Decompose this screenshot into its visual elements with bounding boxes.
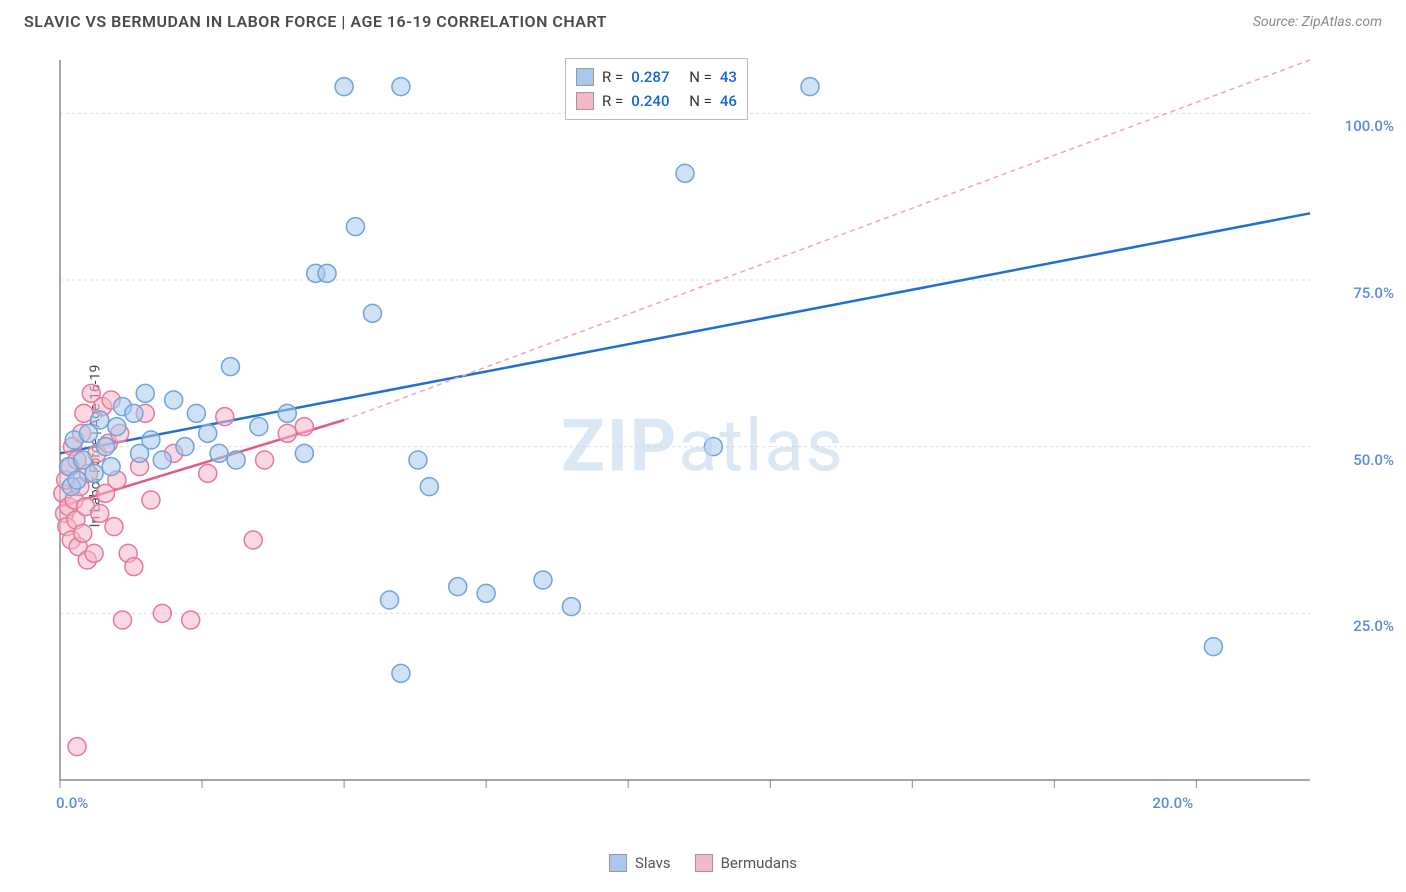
stats-r-value: 0.240 — [631, 89, 669, 113]
stats-n-value: 46 — [720, 89, 737, 113]
stats-n-value: 43 — [720, 65, 737, 89]
chart-svg — [50, 50, 1380, 830]
y-tick-label: 100.0% — [1345, 117, 1394, 135]
stats-n-label: N = — [689, 89, 712, 113]
chart-title: SLAVIC VS BERMUDAN IN LABOR FORCE | AGE … — [24, 12, 607, 31]
stats-swatch — [576, 92, 594, 110]
correlation-stats-box: R = 0.287 N = 43 R = 0.240 N = 46 — [565, 58, 748, 120]
stats-n-label: N = — [689, 65, 712, 89]
stats-r-label: R = — [602, 89, 623, 113]
legend-item-slavs: Slavs — [609, 854, 671, 872]
legend-swatch — [609, 854, 627, 872]
y-tick-label: 50.0% — [1353, 451, 1394, 469]
stats-r-label: R = — [602, 65, 623, 89]
y-tick-label: 25.0% — [1353, 617, 1394, 635]
source-attribution: Source: ZipAtlas.com — [1253, 14, 1382, 30]
legend-swatch — [695, 854, 713, 872]
legend: Slavs Bermudans — [609, 854, 797, 872]
plot-area — [50, 50, 1380, 830]
stats-row-slavs: R = 0.287 N = 43 — [576, 65, 737, 89]
legend-label: Bermudans — [721, 854, 797, 872]
x-tick-label: 20.0% — [1152, 794, 1193, 812]
header: SLAVIC VS BERMUDAN IN LABOR FORCE | AGE … — [0, 0, 1406, 39]
stats-swatch — [576, 68, 594, 86]
stats-row-bermudans: R = 0.240 N = 46 — [576, 89, 737, 113]
legend-item-bermudans: Bermudans — [695, 854, 797, 872]
stats-r-value: 0.287 — [631, 65, 669, 89]
x-tick-label: 0.0% — [56, 794, 88, 812]
y-tick-label: 75.0% — [1353, 284, 1394, 302]
legend-label: Slavs — [635, 854, 671, 872]
